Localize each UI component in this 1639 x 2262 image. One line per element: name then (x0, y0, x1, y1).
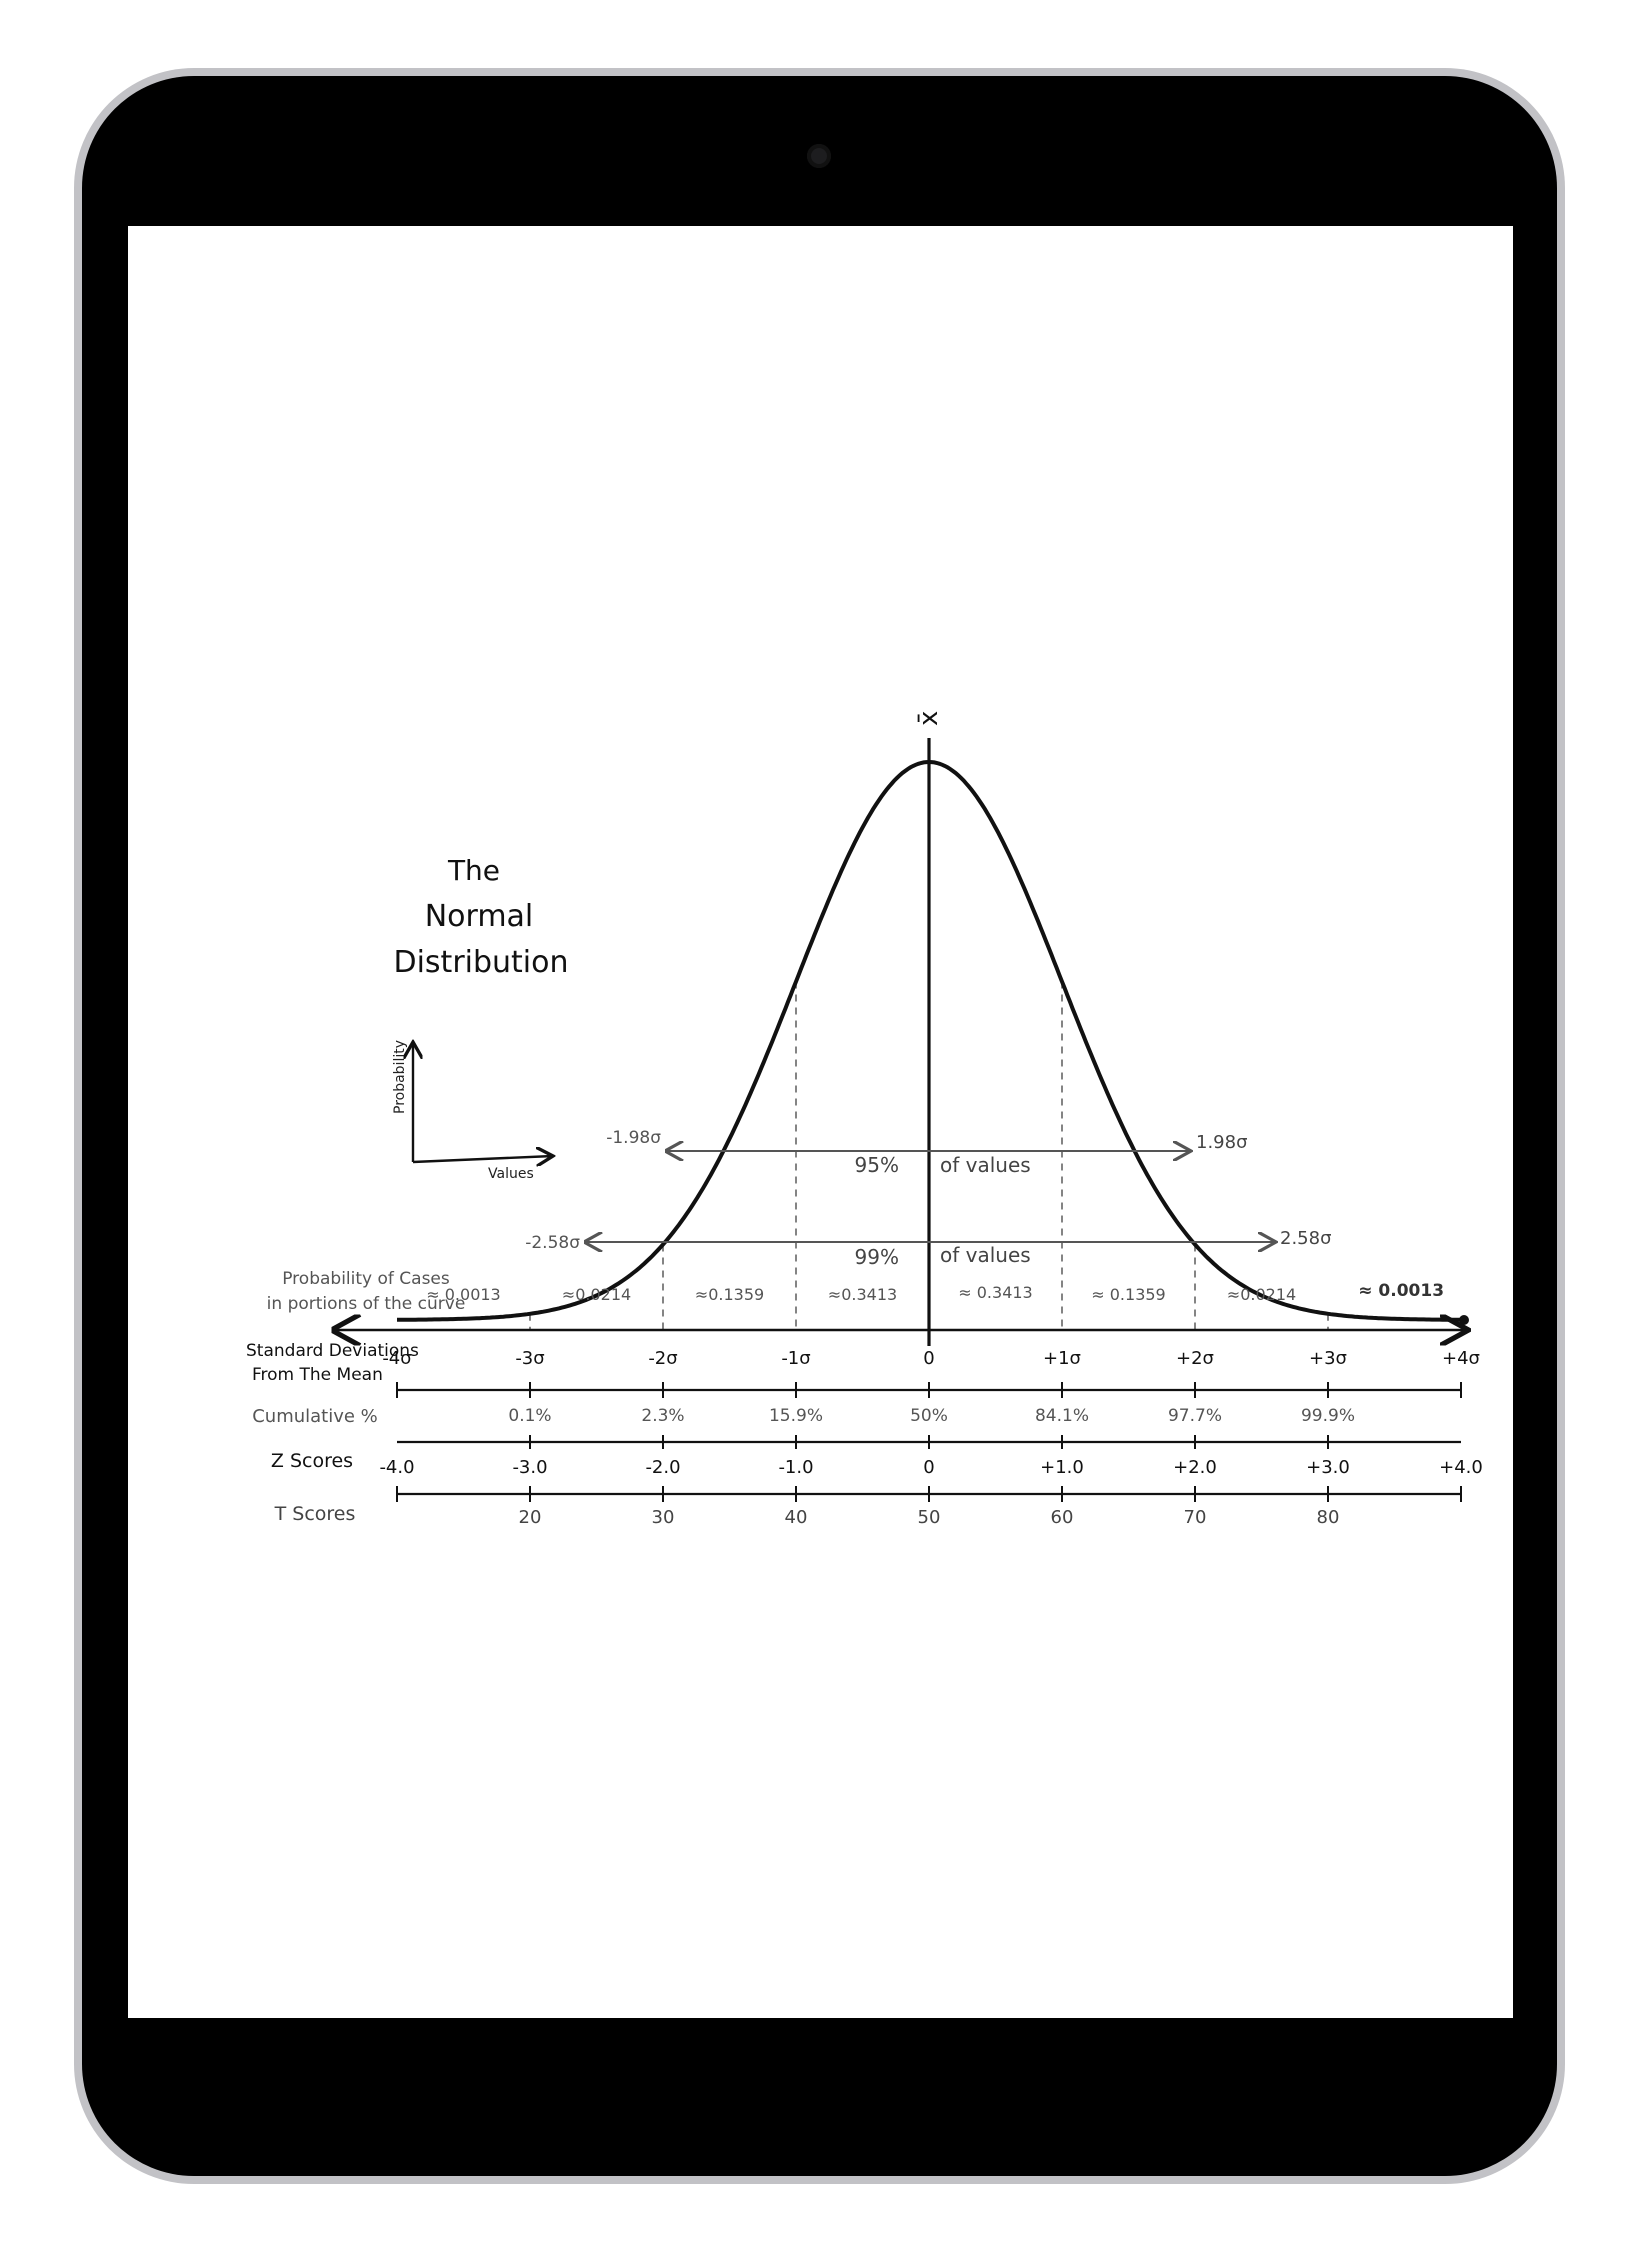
sd-tick-label: +2σ (1176, 1348, 1214, 1369)
range-95-right-label: 1.98σ (1196, 1132, 1248, 1153)
z-score-value: -2.0 (645, 1457, 680, 1478)
segment-probability: ≈0.3413 (828, 1285, 897, 1304)
cumulative-value: 99.9% (1301, 1406, 1355, 1426)
z-score-value: +4.0 (1439, 1457, 1483, 1478)
prob-cases-label-2: in portions of the curve (267, 1294, 466, 1314)
screen: The Normal Distribution Probability Valu… (128, 226, 1513, 2018)
cumulative-value: 97.7% (1168, 1406, 1222, 1426)
bell-curve (397, 759, 1461, 1322)
z-score-value: -4.0 (379, 1457, 414, 1478)
mini-axes: Probability Values (392, 1040, 553, 1182)
sd-tick-label: -2σ (648, 1348, 677, 1369)
range-95-left-label: -1.98σ (606, 1128, 661, 1148)
t-score-value: 60 (1051, 1507, 1074, 1528)
z-score-value: 0 (923, 1457, 934, 1478)
title-line-3: Distribution (393, 945, 568, 980)
segment-probability: ≈ 0.3413 (958, 1283, 1032, 1302)
mean-label: x̄ (914, 711, 944, 726)
range-99-text: of values (940, 1243, 1031, 1267)
cumulative-value: 84.1% (1035, 1406, 1089, 1426)
sd-tick-label: -1σ (781, 1348, 810, 1369)
segment-probability: ≈ 0.1359 (1091, 1285, 1165, 1304)
segment-probability: ≈0.0214 (562, 1285, 631, 1304)
sd-tick-label: -3σ (515, 1348, 544, 1369)
t-score-value: 80 (1317, 1507, 1340, 1528)
mini-axis-ylabel: Probability (392, 1040, 408, 1114)
scale-rows: -4σ -3σ -2σ -1σ 0 +1σ +2σ +3σ +4σ 0.1% 2.3% 15.9% 50… (379, 1348, 1482, 1528)
t-score-value: 20 (519, 1507, 542, 1528)
normal-distribution-diagram: The Normal Distribution Probability Valu… (246, 711, 1483, 1528)
sd-label-1: Standard Deviations (246, 1341, 419, 1361)
range-99: -2.58σ 2.58σ 99% of values (525, 1228, 1331, 1269)
sd-tick-label: +1σ (1043, 1348, 1081, 1369)
sd-tick-label: +3σ (1309, 1348, 1347, 1369)
title-line-2: Normal (425, 899, 534, 934)
segment-probabilities: ≈ 0.0013 ≈0.0214 ≈0.1359 ≈0.3413 ≈ 0.3413 ≈ 0… (426, 1281, 1444, 1304)
t-scores-label: T Scores (274, 1503, 356, 1525)
segment-probability: ≈0.0214 (1227, 1285, 1296, 1304)
segment-probability: ≈ 0.0013 (1358, 1281, 1444, 1301)
range-99-percent: 99% (855, 1245, 899, 1269)
t-score-value: 30 (652, 1507, 675, 1528)
cumulative-value: 2.3% (641, 1406, 684, 1426)
curve-end-dot (1459, 1315, 1469, 1325)
range-99-left-label: -2.58σ (525, 1233, 580, 1253)
cumulative-value: 15.9% (769, 1406, 823, 1426)
segment-probability: ≈0.1359 (695, 1285, 764, 1304)
sd-tick-label: 0 (923, 1348, 934, 1369)
title-line-1: The (447, 854, 500, 887)
z-scores-label: Z Scores (271, 1450, 353, 1472)
sd-tick-label: +4σ (1442, 1348, 1480, 1369)
range-95-percent: 95% (855, 1153, 899, 1177)
range-95: -1.98σ 1.98σ 95% of values (606, 1128, 1247, 1177)
t-score-value: 40 (785, 1507, 808, 1528)
mini-axis-xlabel: Values (488, 1166, 534, 1182)
prob-cases-label-1: Probability of Cases (282, 1269, 450, 1289)
range-95-text: of values (940, 1153, 1031, 1177)
cumulative-value: 0.1% (508, 1406, 551, 1426)
segment-probability: ≈ 0.0013 (426, 1285, 500, 1304)
sd-label-2: From The Mean (252, 1365, 383, 1385)
t-score-value: 50 (918, 1507, 941, 1528)
cumulative-label: Cumulative % (252, 1406, 378, 1427)
cumulative-value: 50% (910, 1406, 948, 1426)
z-score-value: +3.0 (1306, 1457, 1350, 1478)
camera-icon (807, 144, 831, 168)
t-score-value: 70 (1184, 1507, 1207, 1528)
range-99-right-label: 2.58σ (1280, 1228, 1332, 1249)
z-score-value: +1.0 (1040, 1457, 1084, 1478)
sd-tick-label: -4σ (382, 1348, 411, 1369)
z-score-value: -3.0 (512, 1457, 547, 1478)
z-score-value: +2.0 (1173, 1457, 1217, 1478)
z-score-value: -1.0 (778, 1457, 813, 1478)
